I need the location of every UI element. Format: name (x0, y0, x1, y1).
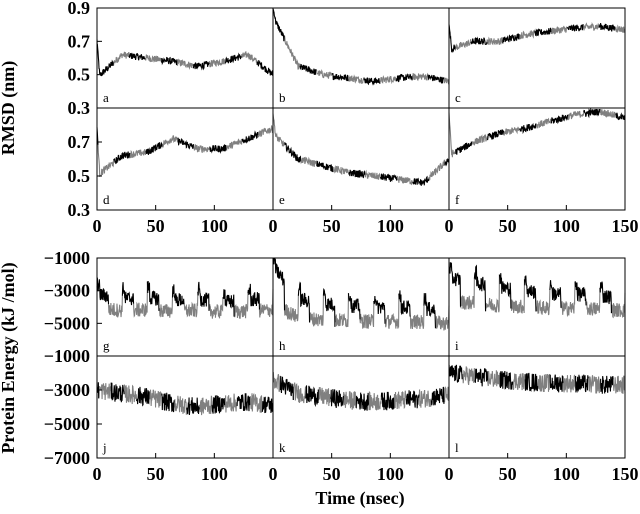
energy-x-tick-label: 50 (147, 464, 165, 484)
series-gray-e (272, 113, 446, 186)
labels-group: RMSD (nm) Protein Energy (kJ /mol) Time … (0, 61, 405, 509)
series-black-d (96, 127, 259, 165)
series-gray-d (97, 125, 274, 178)
series-gray-k (272, 371, 450, 411)
panel-frame-l (448, 355, 626, 459)
panels-group: a b c d e f g h i j k l 0.9 0.7 0.5 0.3 0.7 0.5 0.3 −1000 −3… (44, 0, 639, 484)
energy-x-tick-label: 0 (269, 464, 278, 484)
panel-frame-d (96, 107, 274, 211)
time-axis-title: Time (nsec) (315, 488, 404, 509)
energy-x-tick-label: 100 (201, 464, 228, 484)
panel-label-f: f (455, 192, 460, 207)
rmsd-x-tick-label: 50 (499, 216, 517, 236)
rmsd-axis-title: RMSD (nm) (0, 61, 19, 156)
rmsd-x-tick-label: 50 (323, 216, 341, 236)
energy-x-tick-label: 150 (612, 464, 639, 484)
rmsd-x-tick-label: 100 (201, 216, 228, 236)
panel-frame-h (272, 257, 450, 357)
panel-label-c: c (455, 90, 461, 105)
panel-frame-b (272, 7, 450, 109)
series-gray-h (283, 293, 450, 331)
energy-top-tick-label: −3000 (44, 281, 90, 301)
series-black-j (96, 382, 274, 415)
energy-top-tick-label: −5000 (44, 313, 90, 333)
energy-x-tick-label: 100 (377, 464, 404, 484)
rmsd-bottom-tick-label: 0.5 (68, 166, 91, 186)
energy-axis-title: Protein Energy (kJ /mol) (0, 262, 19, 453)
panel-frame-f (448, 107, 626, 211)
series-gray-i (460, 274, 626, 319)
energy-top-tick-label: −1000 (44, 248, 90, 268)
series-gray-b (283, 35, 450, 85)
series-gray-f (448, 108, 617, 158)
rmsd-x-tick-label: 0 (93, 216, 102, 236)
rmsd-x-tick-label: 100 (553, 216, 580, 236)
panel-label-d: d (103, 192, 110, 207)
energy-x-tick-label: 100 (553, 464, 580, 484)
series-black-e (284, 142, 450, 186)
rmsd-top-tick-label: 0.5 (68, 65, 91, 85)
panel-frame-k (272, 355, 450, 459)
series-black-a (96, 44, 274, 77)
panel-label-i: i (455, 338, 459, 353)
energy-x-tick-label: 50 (499, 464, 517, 484)
panel-label-k: k (279, 440, 286, 455)
rmsd-bottom-tick-label: 0.3 (68, 200, 91, 220)
series-black-k (279, 376, 445, 411)
series-gray-j (98, 382, 263, 416)
panel-label-j: j (102, 440, 107, 455)
energy-bottom-tick-label: −7000 (44, 448, 90, 468)
rmsd-x-tick-label: 50 (147, 216, 165, 236)
rmsd-x-tick-label: 0 (269, 216, 278, 236)
energy-bottom-tick-label: −1000 (44, 346, 90, 366)
rmsd-bottom-tick-label: 0.3 (68, 98, 91, 118)
series-gray-g (107, 281, 274, 319)
energy-x-tick-label: 0 (93, 464, 102, 484)
panel-label-g: g (103, 338, 110, 353)
rmsd-top-tick-label: 0.7 (68, 31, 91, 51)
panel-label-h: h (279, 338, 286, 353)
panel-label-b: b (279, 90, 286, 105)
panel-label-l: l (455, 440, 459, 455)
rmsd-bottom-tick-label: 0.7 (68, 132, 91, 152)
panel-frame-c (448, 7, 626, 109)
energy-x-tick-label: 50 (323, 464, 341, 484)
series-black-l (449, 364, 614, 394)
series-gray-c (454, 22, 626, 51)
series-black-g (97, 278, 273, 317)
series-black-b (272, 8, 445, 86)
series-black-f (455, 107, 626, 155)
energy-x-tick-label: 0 (445, 464, 454, 484)
panel-label-e: e (279, 192, 285, 207)
series-black-c (448, 22, 616, 54)
rmsd-x-tick-label: 0 (445, 216, 454, 236)
rmsd-top-tick-label: 0.9 (68, 0, 91, 18)
rmsd-x-tick-label: 150 (612, 216, 639, 236)
energy-bottom-tick-label: −3000 (44, 380, 90, 400)
energy-bottom-tick-label: −5000 (44, 414, 90, 434)
panel-label-a: a (103, 90, 109, 105)
rmsd-x-tick-label: 100 (377, 216, 404, 236)
panel-frame-a (96, 7, 274, 109)
